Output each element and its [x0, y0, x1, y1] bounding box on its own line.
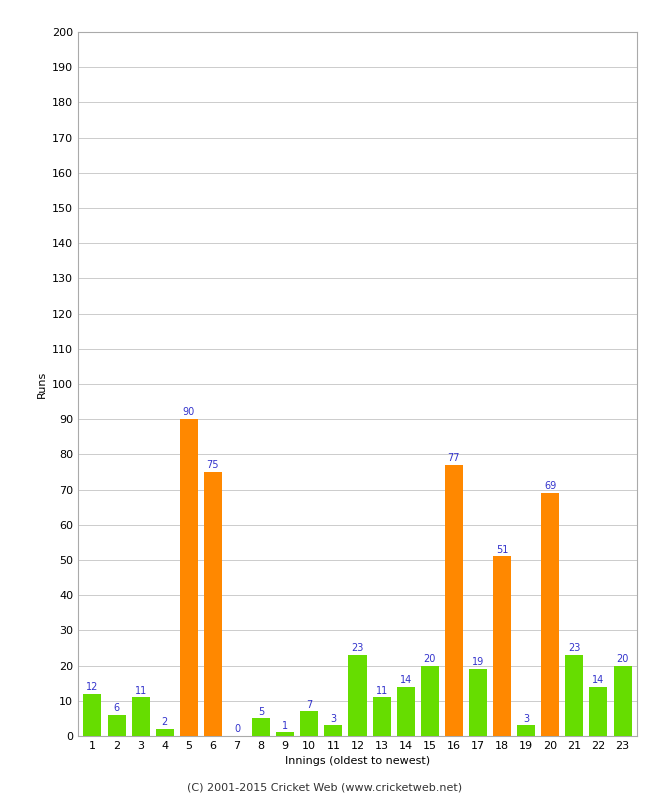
Bar — [493, 557, 511, 736]
Text: 1: 1 — [282, 721, 289, 730]
Bar — [517, 726, 535, 736]
Text: 3: 3 — [523, 714, 529, 724]
Bar — [107, 715, 125, 736]
Bar — [348, 655, 367, 736]
X-axis label: Innings (oldest to newest): Innings (oldest to newest) — [285, 757, 430, 766]
Y-axis label: Runs: Runs — [36, 370, 46, 398]
Text: 23: 23 — [568, 643, 580, 654]
Text: 20: 20 — [424, 654, 436, 664]
Text: 12: 12 — [86, 682, 99, 692]
Bar — [590, 686, 608, 736]
Bar — [396, 686, 415, 736]
Text: 69: 69 — [544, 482, 556, 491]
Text: 51: 51 — [496, 545, 508, 554]
Bar — [156, 729, 174, 736]
Text: 23: 23 — [351, 643, 364, 654]
Text: 0: 0 — [234, 724, 240, 734]
Text: 14: 14 — [592, 675, 604, 685]
Bar — [469, 669, 487, 736]
Text: 11: 11 — [135, 686, 147, 695]
Bar — [204, 472, 222, 736]
Text: 77: 77 — [448, 453, 460, 463]
Bar — [566, 655, 584, 736]
Bar — [276, 733, 294, 736]
Text: 6: 6 — [114, 703, 120, 713]
Text: 3: 3 — [330, 714, 337, 724]
Text: 14: 14 — [400, 675, 412, 685]
Bar — [421, 666, 439, 736]
Bar — [300, 711, 318, 736]
Bar — [252, 718, 270, 736]
Text: 90: 90 — [183, 407, 195, 418]
Bar — [131, 698, 150, 736]
Bar — [180, 419, 198, 736]
Bar — [324, 726, 343, 736]
Bar — [445, 465, 463, 736]
Text: 7: 7 — [306, 699, 313, 710]
Text: 20: 20 — [616, 654, 629, 664]
Text: 11: 11 — [376, 686, 387, 695]
Bar — [541, 493, 559, 736]
Text: 19: 19 — [472, 658, 484, 667]
Text: 5: 5 — [258, 706, 265, 717]
Bar — [372, 698, 391, 736]
Bar — [83, 694, 101, 736]
Text: (C) 2001-2015 Cricket Web (www.cricketweb.net): (C) 2001-2015 Cricket Web (www.cricketwe… — [187, 782, 463, 792]
Text: 75: 75 — [207, 460, 219, 470]
Bar — [614, 666, 632, 736]
Text: 2: 2 — [162, 717, 168, 727]
